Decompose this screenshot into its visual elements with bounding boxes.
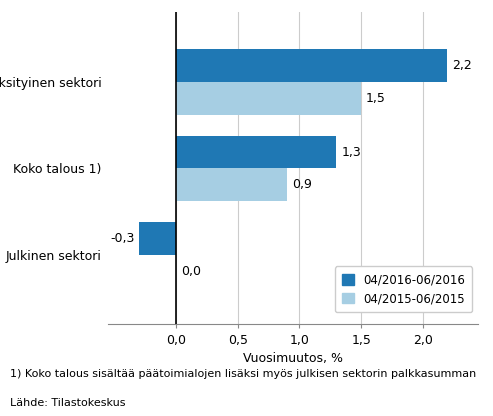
Text: 0,9: 0,9 xyxy=(292,178,312,191)
Text: -0,3: -0,3 xyxy=(110,232,134,245)
Legend: 04/2016-06/2016, 04/2015-06/2015: 04/2016-06/2016, 04/2015-06/2015 xyxy=(335,266,472,312)
Text: Lähde: Tilastokeskus: Lähde: Tilastokeskus xyxy=(10,398,125,408)
X-axis label: Vuosimuutos, %: Vuosimuutos, % xyxy=(244,352,343,365)
Text: 1,5: 1,5 xyxy=(366,92,386,105)
Text: 2,2: 2,2 xyxy=(453,59,472,72)
Text: 1,3: 1,3 xyxy=(341,146,361,158)
Text: 1) Koko talous sisältää päätoimialojen lisäksi myös julkisen sektorin palkkasumm: 1) Koko talous sisältää päätoimialojen l… xyxy=(10,369,476,379)
Bar xyxy=(176,136,336,168)
Bar xyxy=(176,82,361,115)
Bar xyxy=(140,222,176,255)
Text: 0,0: 0,0 xyxy=(181,265,201,278)
Bar xyxy=(176,168,287,201)
Bar xyxy=(176,49,448,82)
